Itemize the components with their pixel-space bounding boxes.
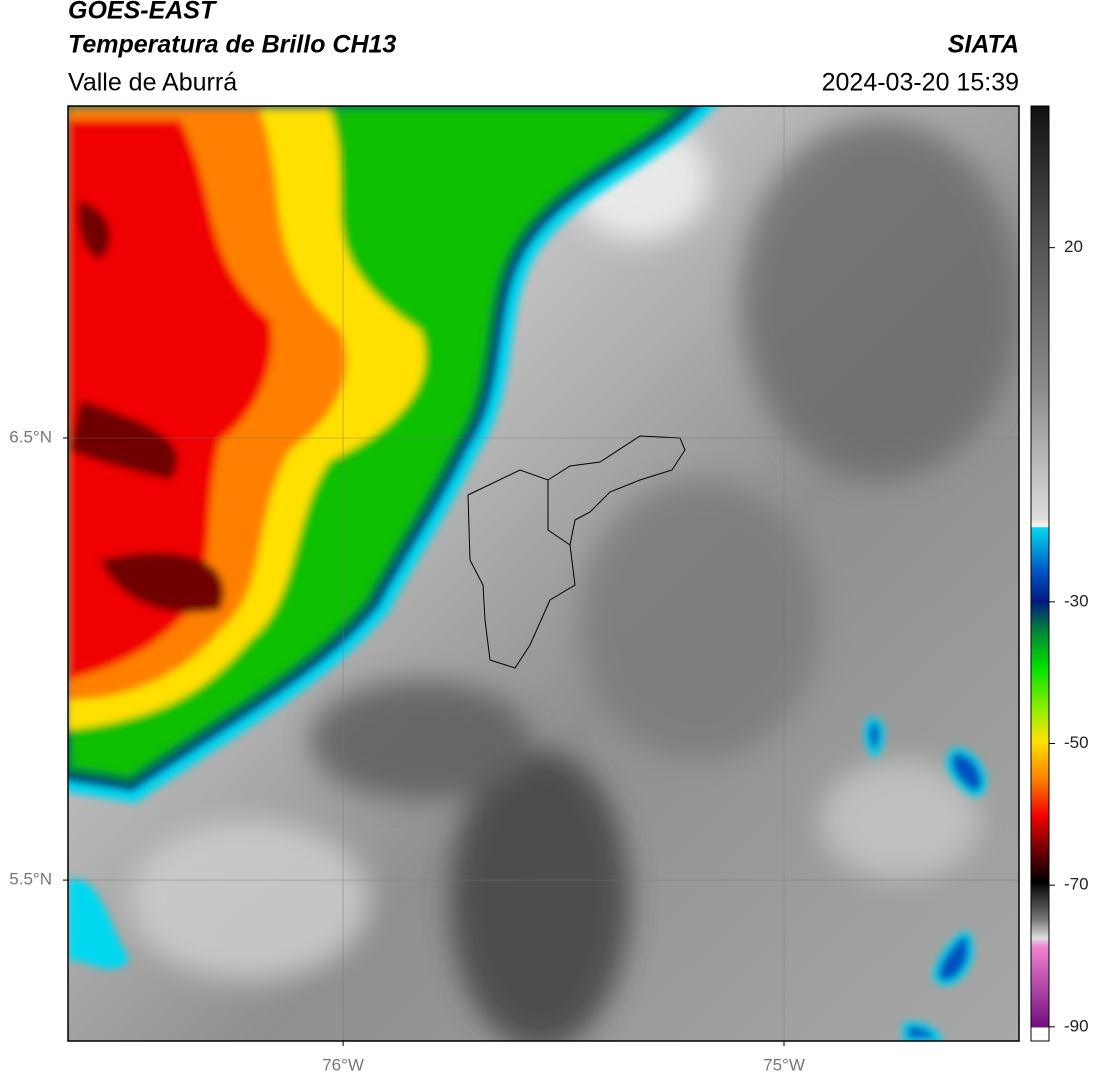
subtitle: Temperatura de Brillo CH13 — [68, 31, 396, 59]
y-tick-label: 5.5°N — [9, 870, 52, 889]
datetime: 2024-03-20 15:39 — [822, 69, 1019, 97]
y-tick-label: 6.5°N — [9, 427, 52, 446]
colorbar — [1030, 105, 1050, 1042]
x-tick-label: 76°W — [322, 1055, 364, 1074]
x-tick-label: 75°W — [763, 1055, 805, 1074]
title: GOES-EAST — [68, 0, 218, 25]
colorbar-tick-label: -90 — [1064, 1016, 1089, 1035]
map-image — [68, 106, 1019, 1041]
colorbar-tick-label: -50 — [1064, 733, 1089, 752]
map-frame — [67, 105, 1020, 1042]
source: SIATA — [948, 31, 1019, 59]
grid — [68, 106, 1019, 1041]
colorbar-tick-label: 20 — [1064, 237, 1083, 256]
region: Valle de Aburrá — [68, 69, 237, 97]
colorbar-tick-label: -30 — [1064, 591, 1089, 610]
colorbar-tick-label: -70 — [1064, 875, 1089, 894]
